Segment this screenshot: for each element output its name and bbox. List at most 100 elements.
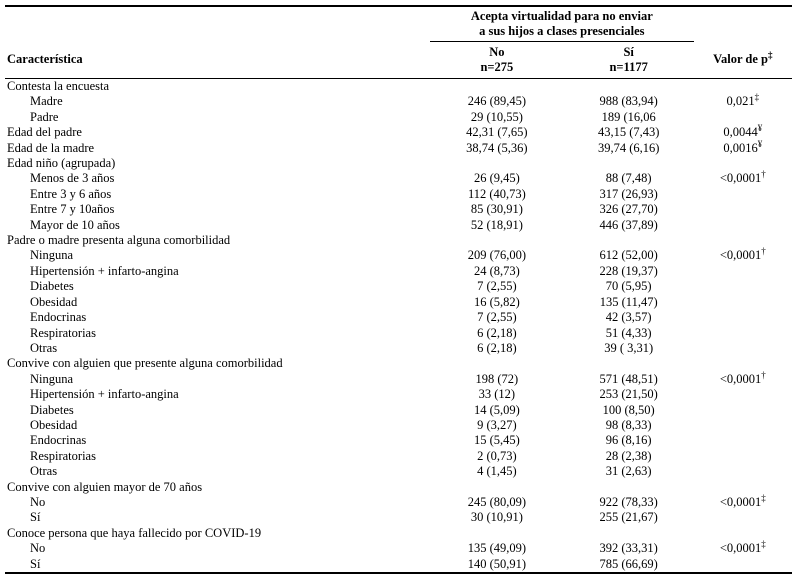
table-body: Contesta la encuesta Madre 246 (89,45) 988 … [5,79,792,574]
row-label-section: Contesta la encuesta [7,79,110,93]
cell-p-value [694,110,792,125]
cell-no-value: 112 (40,73) [467,186,526,201]
row-label-sub: Obesidad [30,294,78,309]
cell-si-value [564,79,694,95]
cell-si-value: 571 (48,51) [599,371,658,386]
cell-no-value: 209 (76,00) [467,248,527,263]
cell-p-value [694,449,792,464]
cell-no-value: 9 (3,27) [477,417,517,432]
table-row: Edad de la madre 38,74 (5,36) 39,74 (6,16)… [5,139,792,156]
column-group-header-line2: a sus hijos a clases presenciales [479,23,645,38]
column-header-p: Valor de p‡ [693,41,792,79]
row-label-section: Edad del padre [7,125,82,140]
row-label-sub: Obesidad [30,417,78,432]
row-label-sub: Ninguna [30,248,74,263]
column-header-caracteristica: Característica [5,41,430,79]
table-row: Edad del padre 42,31 (7,65) 43,15 (7,43) 0,… [5,124,792,140]
cell-si-value: 98 (8,33) [605,417,652,432]
row-label-sub: Entre 7 y 10años [30,202,115,217]
table-row: Padre 29 (10,55) 189 (16,06 [5,110,792,125]
row-label-section: Convive con alguien mayor de 70 años [7,479,203,494]
table-row: Endocrinas 15 (5,45) 96 (8,16) [5,433,792,448]
cell-si-value [564,233,694,248]
cell-no-value: 33 (12) [478,387,516,402]
cell-p-value [694,279,792,294]
table-row: Respiratorias 2 (0,73) 28 (2,38) [5,449,792,464]
cell-si-value [564,480,694,495]
cell-no-value: 42,31 (7,65) [466,125,528,140]
cell-p-value: 0,0044¥ [694,124,792,140]
table-row: Endocrinas 7 (2,55) 42 (3,57) [5,310,792,325]
p-value-text: <0,0001 [719,171,762,186]
spanner-row: Acepta virtualidad para no enviar a sus … [5,6,792,42]
row-label-section: Edad niño (agrupada) [7,156,116,171]
cell-si-value: 228 (19,37) [599,263,658,278]
cell-no-value: 30 (10,91) [470,510,523,525]
row-label-section: Convive con alguien que presente alguna … [7,356,283,371]
row-label-sub: Entre 3 y 6 años [30,186,112,201]
column-header-no: No n=275 [429,41,564,79]
table-row: Edad niño (agrupada) [5,156,792,171]
cell-no-value: 6 (2,18) [477,325,517,340]
table-row: Otras 6 (2,18) 39 ( 3,31) [5,341,792,356]
p-value-superscript: ‡ [754,92,760,103]
p-value-superscript: ‡ [761,539,766,550]
cell-no-value: 85 (30,91) [470,202,523,217]
cell-p-value: <0,0001† [694,370,792,387]
p-value-text: 0,0044 [723,125,758,140]
cell-p-value [694,310,792,325]
cell-p-value [694,264,792,279]
cell-p-value: 0,0016¥ [694,139,792,156]
cell-p-value: 0,021‡ [694,92,792,109]
table-row: Entre 7 y 10años 85 (30,91) 326 (27,70) [5,202,792,217]
cell-p-value [694,187,792,202]
cell-no-value: 135 (49,09) [467,541,527,556]
spanner-empty-left [5,6,430,42]
cell-no-value [430,156,564,171]
cell-si-value: 43,15 (7,43) [597,125,660,140]
p-column-superscript: ‡ [768,49,773,60]
table-row: Padre o madre presenta alguna comorbilid… [5,233,792,248]
cell-no-value: 2 (0,73) [477,448,517,463]
cell-no-value: 38,74 (5,36) [466,140,528,155]
column-header-si: Sí n=1177 [563,41,694,79]
cell-no-value: 7 (2,55) [477,310,517,325]
cell-p-value [694,218,792,233]
cell-p-value [694,202,792,217]
table-row: Diabetes 7 (2,55) 70 (5,95) [5,279,792,294]
row-label-sub: Sí [30,556,41,571]
table-row: Sí 140 (50,91) 785 (66,69) [5,557,792,573]
cell-no-value: 4 (1,45) [477,464,517,479]
p-value-superscript: † [761,169,766,180]
cell-si-value: 392 (33,31) [599,541,658,556]
column-header-p-label: Valor de p [713,52,768,66]
cell-p-value [694,433,792,448]
p-value-text: <0,0001 [719,494,762,509]
column-header-row: Característica No n=275 Sí n=1177 Valor … [5,41,792,79]
cell-si-value: 96 (8,16) [605,433,652,448]
cell-p-value [694,356,792,371]
row-label-sub: Respiratorias [30,448,96,463]
row-label-section: Padre o madre presenta alguna comorbilid… [7,233,231,248]
column-header-si-label: Sí [623,45,634,59]
cell-si-value: 39 ( 3,31) [604,340,654,355]
table-row: No 245 (80,09) 922 (78,33) <0,0001‡ [5,492,792,510]
p-value-superscript: † [761,246,766,257]
cell-no-value: 245 (80,09) [467,494,527,509]
cell-p-value [694,510,792,525]
table-row: Mayor de 10 años 52 (18,91) 446 (37,89) [5,218,792,233]
row-label-sub: Ninguna [30,371,74,386]
cell-p-value: <0,0001† [694,246,792,263]
table-row: Ninguna 209 (76,00) 612 (52,00) <0,0001† [5,246,792,263]
cell-p-value: <0,0001‡ [694,539,792,556]
cell-si-value: 135 (11,47) [599,294,658,309]
cell-p-value [694,480,792,495]
cell-p-value [694,403,792,418]
column-header-no-label: No [489,45,505,59]
row-label-sub: Hipertensión + infarto-angina [30,387,179,402]
table-row: No 135 (49,09) 392 (33,31) <0,0001‡ [5,539,792,556]
p-value-superscript: ‡ [761,492,766,503]
cell-si-value: 253 (21,50) [599,387,658,402]
column-header-si-n: n=1177 [609,59,648,74]
